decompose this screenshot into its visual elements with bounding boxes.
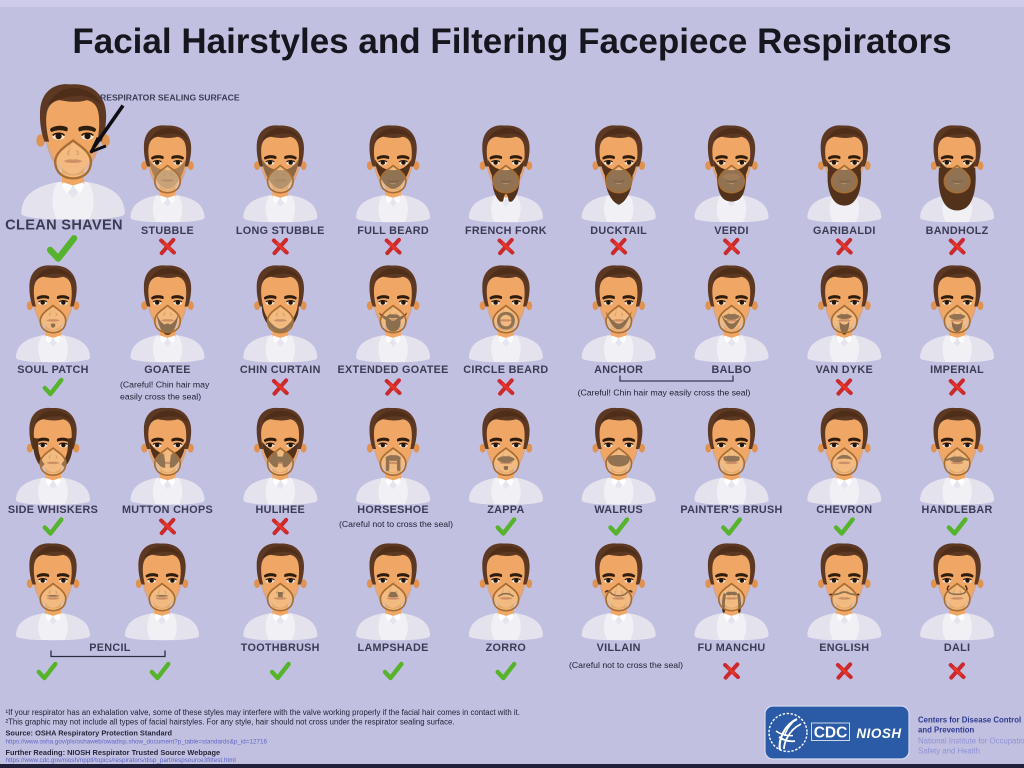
svg-text:LAMPSHADE: LAMPSHADE: [358, 642, 429, 654]
svg-text:SIDE WHISKERS: SIDE WHISKERS: [8, 504, 98, 516]
svg-text:²This graphic may not include: ²This graphic may not include all types …: [6, 718, 455, 727]
svg-text:ENGLISH: ENGLISH: [819, 642, 869, 654]
svg-text:Safety and Health: Safety and Health: [918, 747, 980, 756]
svg-text:CHIN CURTAIN: CHIN CURTAIN: [240, 364, 321, 376]
svg-text:https://www.osha.gov/pls/oshaw: https://www.osha.gov/pls/oshaweb/owadisp…: [6, 739, 268, 746]
svg-text:VERDI: VERDI: [714, 225, 749, 237]
svg-text:STUBBLE: STUBBLE: [141, 225, 194, 237]
svg-text:DALI: DALI: [944, 642, 970, 654]
svg-text:HORSESHOE: HORSESHOE: [357, 504, 429, 516]
svg-text:(Careful not to cross the seal: (Careful not to cross the seal): [569, 660, 683, 670]
svg-text:PENCIL: PENCIL: [89, 642, 130, 654]
svg-text:FU MANCHU: FU MANCHU: [697, 642, 765, 654]
svg-text:easily cross the seal): easily cross the seal): [120, 392, 201, 402]
svg-text:FULL BEARD: FULL BEARD: [357, 225, 429, 237]
svg-text:MUTTON CHOPS: MUTTON CHOPS: [122, 504, 213, 516]
svg-text:Facial Hairstyles and Filterin: Facial Hairstyles and Filtering Facepiec…: [72, 22, 951, 61]
svg-text:(Careful not to cross the seal: (Careful not to cross the seal): [339, 519, 453, 529]
svg-text:TOOTHBRUSH: TOOTHBRUSH: [241, 642, 320, 654]
svg-text:(Careful! Chin hair may easily: (Careful! Chin hair may easily cross the…: [578, 388, 751, 398]
svg-text:CHEVRON: CHEVRON: [816, 504, 872, 516]
svg-text:GOATEE: GOATEE: [144, 364, 191, 376]
svg-text:IMPERIAL: IMPERIAL: [930, 364, 984, 376]
svg-text:(Careful! Chin hair may: (Careful! Chin hair may: [120, 380, 210, 390]
svg-text:¹If your respirator has an exh: ¹If your respirator has an exhalation va…: [6, 708, 520, 717]
svg-text:DUCKTAIL: DUCKTAIL: [590, 225, 647, 237]
svg-text:National Institute for Occupat: National Institute for Occupational: [918, 737, 1024, 746]
svg-text:EXTENDED GOATEE: EXTENDED GOATEE: [338, 364, 449, 376]
svg-text:and Prevention: and Prevention: [918, 726, 975, 735]
svg-text:CLEAN SHAVEN: CLEAN SHAVEN: [5, 218, 123, 234]
svg-text:Further Reading: NIOSH Respira: Further Reading: NIOSH Respirator Truste…: [6, 748, 221, 757]
svg-text:GARIBALDI: GARIBALDI: [813, 225, 876, 237]
svg-text:RESPIRATOR SEALING SURFACE: RESPIRATOR SEALING SURFACE: [100, 93, 240, 103]
svg-text:LONG STUBBLE: LONG STUBBLE: [236, 225, 325, 237]
svg-text:https://www.cdc.gov/niosh/nppt: https://www.cdc.gov/niosh/npptl/topics/r…: [6, 757, 236, 764]
svg-text:CIRCLE BEARD: CIRCLE BEARD: [463, 364, 548, 376]
svg-text:VILLAIN: VILLAIN: [597, 642, 641, 654]
svg-text:ZORRO: ZORRO: [486, 642, 527, 654]
svg-text:Source: OSHA Respiratory Prote: Source: OSHA Respiratory Protection Stan…: [6, 729, 173, 738]
svg-text:FRENCH FORK: FRENCH FORK: [465, 225, 547, 237]
svg-text:HULIHEE: HULIHEE: [256, 504, 306, 516]
svg-text:BALBO: BALBO: [712, 364, 752, 376]
svg-text:ANCHOR: ANCHOR: [594, 364, 643, 376]
svg-text:CDC: CDC: [814, 725, 848, 742]
svg-text:BANDHOLZ: BANDHOLZ: [926, 225, 989, 237]
svg-text:Centers for Disease Control: Centers for Disease Control: [918, 716, 1021, 725]
svg-text:ZAPPA: ZAPPA: [487, 504, 524, 516]
svg-text:HANDLEBAR: HANDLEBAR: [922, 504, 993, 516]
svg-text:SOUL PATCH: SOUL PATCH: [17, 364, 88, 376]
svg-text:VAN DYKE: VAN DYKE: [816, 364, 873, 376]
svg-text:NIOSH: NIOSH: [856, 726, 901, 741]
svg-text:PAINTER'S BRUSH: PAINTER'S BRUSH: [680, 504, 782, 516]
svg-text:WALRUS: WALRUS: [594, 504, 643, 516]
